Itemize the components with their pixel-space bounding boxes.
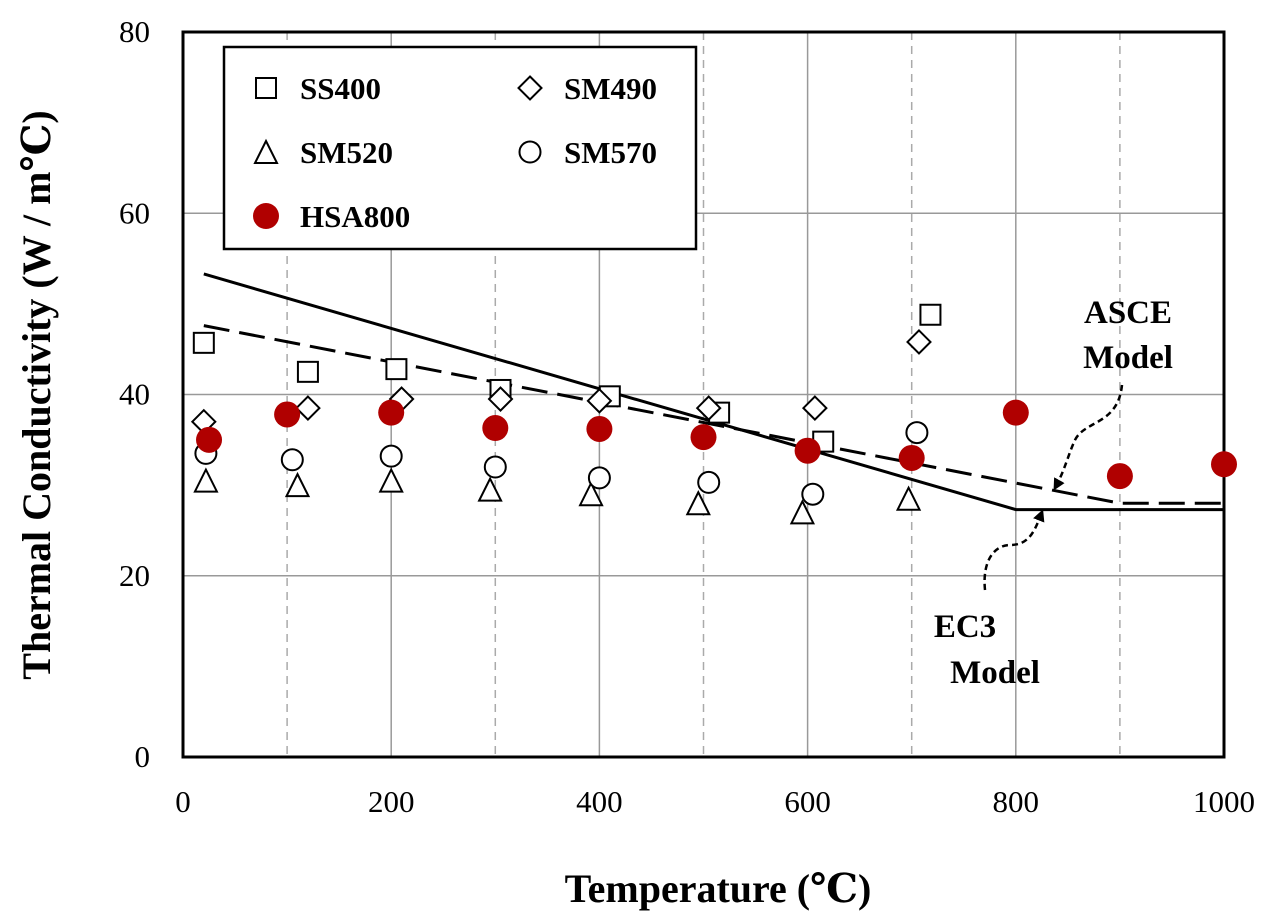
point-circle [905,421,929,445]
point-triangle [477,476,503,502]
point-filled-circle [1106,463,1133,490]
ec3-label-line1: EC3 [934,609,996,645]
y-tick-label: 80 [119,14,150,49]
plot-area [181,30,1226,759]
y-tick-label: 40 [119,377,150,412]
legend: SS400 SM490 SM520 SM570 HSA800 [222,45,698,251]
point-triangle [253,138,279,164]
point-triangle [378,467,404,493]
asce-arrow [1053,384,1124,491]
point-circle [483,455,507,479]
point-square [255,77,277,99]
ec3-arrow [983,509,1045,591]
y-tick-label: 0 [135,739,151,774]
point-square [192,331,215,354]
point-triangle [895,485,922,511]
point-triangle [193,467,219,493]
point-diamond [295,395,321,422]
legend-label: SM490 [564,71,657,106]
x-axis-title: Temperature (℃) [565,866,872,911]
legend-label: HSA800 [300,199,410,234]
legend-label: SS400 [300,71,381,106]
x-tick-label: 600 [784,784,831,819]
point-triangle [789,499,816,525]
x-tick-label: 0 [175,784,191,819]
legend-label: SM520 [300,135,393,170]
point-filled-circle [196,426,223,453]
point-circle [280,448,304,472]
point-square [385,358,408,381]
point-filled-circle [1002,399,1029,426]
ec3-label-line2: Model [950,655,1040,691]
x-tick-label: 800 [993,784,1040,819]
point-triangle [284,471,311,498]
asce-label-line2: Model [1083,340,1173,376]
y-tick-label: 20 [119,558,150,593]
point-circle [518,140,542,164]
point-filled-circle [898,444,925,471]
x-tick-label: 400 [576,784,623,819]
point-triangle [685,490,711,516]
point-filled-circle [586,415,613,442]
legend-box [222,45,698,251]
point-diamond [487,386,514,412]
point-filled-circle [1211,451,1237,478]
point-circle [697,470,721,494]
x-tick-label: 200 [368,784,415,819]
point-diamond [586,387,613,414]
asce-label-line1: ASCE [1084,295,1172,331]
point-triangle [578,480,604,507]
point-filled-circle [253,203,279,229]
point-diamond [695,395,722,422]
x-tick-label: 1000 [1193,784,1255,819]
point-filled-circle [274,401,301,428]
y-tick-label: 60 [119,195,150,230]
point-filled-circle [794,437,821,464]
point-diamond [906,329,932,355]
point-filled-circle [482,415,509,442]
annotations: ASCE Model EC3 Model [934,295,1173,691]
ec3-model-line [203,272,1224,512]
point-filled-circle [378,399,405,426]
point-square [296,360,319,383]
point-diamond [517,75,543,101]
point-square [919,303,942,326]
y-axis-title: Thermal Conductivity (W / m℃) [14,110,59,679]
point-circle [801,482,825,506]
point-filled-circle [690,424,717,451]
axis-ticks: 0 200 400 600 800 1000 0 20 40 60 80 [119,14,1255,819]
data-points [190,303,1237,525]
point-circle [379,444,403,468]
point-circle [587,466,611,490]
legend-label: SM570 [564,135,657,170]
point-diamond [801,395,828,422]
